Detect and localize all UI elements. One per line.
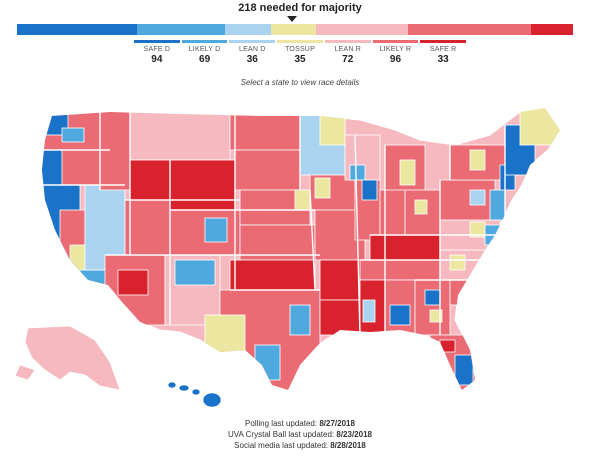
district-region[interactable] [449,279,476,306]
district-region[interactable] [314,177,331,199]
district-map[interactable] [0,90,600,410]
legend-label: LEAN R [334,46,361,53]
legend-label: SAFE D [143,46,171,53]
legend-item-lean-r[interactable]: LEAN R 72 [324,40,372,65]
alaska[interactable] [14,325,121,391]
polling-label: Polling last updated: [245,419,318,428]
district-region[interactable] [204,314,246,356]
legend-label: TOSSUP [285,46,315,53]
legend-swatch [181,40,228,43]
legend-label: LIKELY D [188,46,221,53]
majority-marker-icon [287,16,297,22]
crystal-date: 8/23/2018 [336,430,372,439]
legend-swatch [420,40,467,43]
district-region[interactable] [454,354,474,386]
legend-count: 33 [437,54,449,65]
legend-item-tossup[interactable]: TOSSUP 35 [276,40,324,65]
district-region[interactable] [129,109,231,161]
district-region[interactable] [359,259,441,281]
legend-count: 69 [199,54,211,65]
seat-bar-segment-lean-d [225,24,272,35]
social-media-updated: Social media last updated: 8/28/2018 [0,440,600,451]
majority-label: 218 needed for majority [238,2,362,14]
seat-bar-segment-tossup [271,24,317,35]
legend-label: LIKELY R [379,46,412,53]
district-region[interactable] [289,304,311,336]
district-region[interactable] [414,279,451,336]
map-instruction: Select a state to view race details [240,78,360,87]
district-region[interactable] [124,199,171,256]
rating-legend: SAFE D 94 LIKELY D 69 LEAN D 36 TOSSUP 3… [133,40,467,65]
social-label: Social media last updated: [234,441,328,450]
district-region[interactable] [229,114,301,151]
crystal-label: UVA Crystal Ball last updated: [228,430,335,439]
legend-count: 94 [151,54,163,65]
district-region[interactable] [362,299,376,323]
district-region[interactable] [319,114,346,146]
district-region[interactable] [294,189,311,211]
district-region[interactable] [61,127,85,143]
update-footer: Polling last updated: 8/27/2018 UVA Crys… [0,418,600,451]
district-region[interactable] [239,224,316,261]
district-region[interactable] [369,234,441,261]
legend-item-safe-r[interactable]: SAFE R 33 [419,40,467,65]
seat-bar-segment-lean-r [316,24,409,35]
district-region[interactable] [399,159,416,186]
us-map-svg[interactable] [0,90,600,410]
district-region[interactable] [489,189,506,221]
legend-swatch [277,40,323,43]
district-region[interactable] [319,259,361,301]
legend-swatch [134,40,180,43]
district-region[interactable] [174,259,216,286]
district-region[interactable] [389,304,411,326]
district-region[interactable] [229,259,316,291]
crystal-ball-updated: UVA Crystal Ball last updated: 8/23/2018 [0,429,600,440]
district-region[interactable] [469,189,486,206]
legend-item-likely-r[interactable]: LIKELY R 96 [372,40,420,65]
district-region[interactable] [449,254,466,271]
state-boundary [40,110,506,336]
district-region[interactable] [424,289,441,306]
legend-item-safe-d[interactable]: SAFE D 94 [133,40,181,65]
district-region[interactable] [439,339,456,353]
district-region[interactable] [169,159,236,211]
polling-updated: Polling last updated: 8/27/2018 [0,418,600,429]
legend-swatch [372,40,419,43]
district-region[interactable] [204,217,228,243]
legend-item-likely-d[interactable]: LIKELY D 69 [181,40,229,65]
legend-count: 35 [294,54,306,65]
seat-bar [17,24,573,35]
seat-bar-segment-safe-d [17,24,138,35]
district-region[interactable] [361,179,378,201]
district-region[interactable] [439,249,496,281]
district-region[interactable] [349,164,366,181]
district-region[interactable] [234,149,301,191]
district-region[interactable] [414,199,428,215]
district-region[interactable] [469,149,486,171]
hawaii[interactable] [167,381,222,408]
legend-item-lean-d[interactable]: LEAN D 36 [228,40,276,65]
seat-bar-segment-safe-r [530,24,573,35]
legend-swatch [229,40,276,43]
social-date: 8/28/2018 [330,441,366,450]
legend-count: 96 [389,54,402,65]
polling-date: 8/27/2018 [319,419,355,428]
district-region[interactable] [439,179,496,221]
district-region[interactable] [129,159,171,201]
district-region[interactable] [429,309,443,323]
seat-bar-segment-likely-d [137,24,226,35]
district-region[interactable] [117,269,149,296]
seat-bar-segment-likely-r [408,24,531,35]
legend-count: 36 [246,54,258,65]
legend-count: 72 [342,54,354,65]
district-region[interactable] [379,189,406,241]
legend-label: LEAN D [239,46,266,53]
legend-label: SAFE R [429,46,457,53]
legend-swatch [324,40,371,43]
district-region[interactable] [319,299,366,336]
